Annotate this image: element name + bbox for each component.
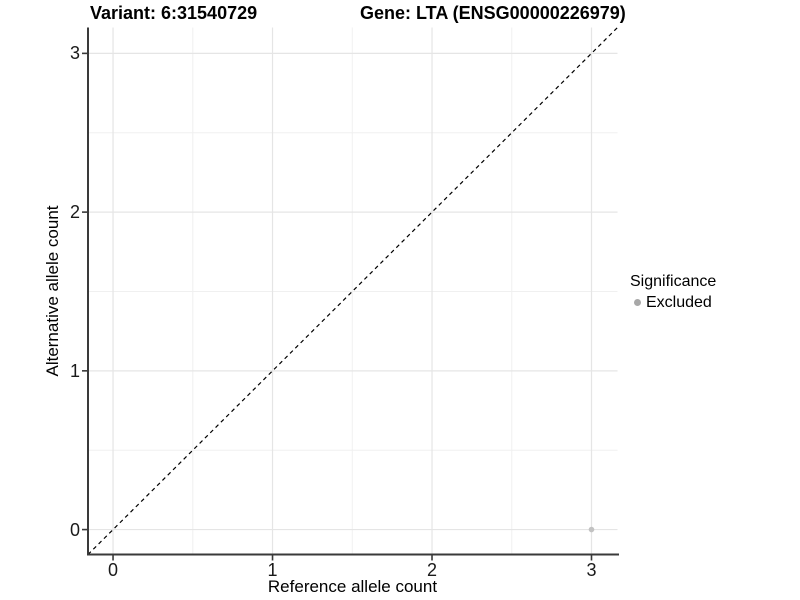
- y-tick-label: 0: [69, 519, 80, 540]
- y-tick-label: 1: [69, 360, 80, 381]
- identity-dashed-line: [87, 27, 618, 555]
- data-point: [588, 526, 595, 533]
- y-tick-label: 2: [69, 202, 80, 223]
- gene-title: Gene: LTA (ENSG00000226979): [360, 3, 626, 23]
- x-tick-label: 2: [426, 560, 437, 580]
- y-tick-label: 3: [69, 43, 80, 64]
- legend-key-dot-icon: [634, 299, 641, 306]
- x-tick-label: 0: [108, 560, 119, 580]
- variant-title: Variant: 6:31540729: [90, 3, 258, 23]
- x-axis-title: Reference allele count: [267, 577, 438, 596]
- legend-item-label: Excluded: [646, 294, 712, 311]
- legend: Significance Excluded: [630, 272, 716, 312]
- legend-item-excluded: Excluded: [634, 293, 716, 312]
- x-tick-label: 1: [267, 560, 278, 580]
- x-tick-label: 3: [586, 560, 597, 580]
- legend-title: Significance: [630, 273, 717, 290]
- y-axis-title: Alternative allele count: [43, 205, 62, 377]
